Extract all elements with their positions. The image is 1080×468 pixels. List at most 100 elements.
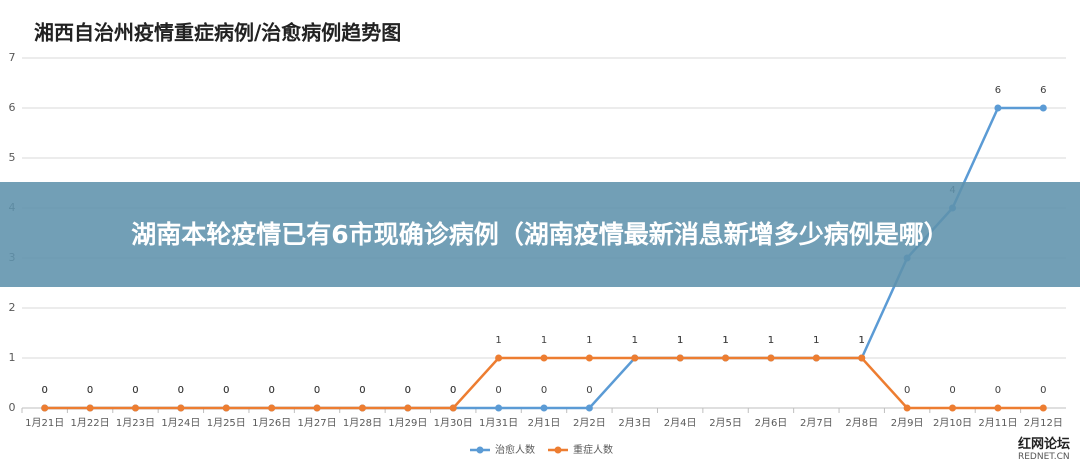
- data-label: 0: [995, 385, 1001, 396]
- x-tick-label: 1月22日: [71, 417, 110, 429]
- data-label: 1: [722, 335, 728, 346]
- data-label: 0: [268, 385, 274, 396]
- data-label: 0: [450, 385, 456, 396]
- y-tick-label: 6: [9, 101, 16, 114]
- data-label: 1: [859, 335, 865, 346]
- data-point: [495, 354, 503, 362]
- data-point: [994, 404, 1002, 412]
- x-tick-label: 2月10日: [933, 417, 972, 429]
- banner: 湖南本轮疫情已有6市现确诊病例（湖南疫情最新消息新增多少病例是哪）: [0, 182, 1080, 287]
- x-tick-label: 2月11日: [978, 417, 1017, 429]
- data-label: 0: [178, 385, 184, 396]
- data-point: [767, 354, 775, 362]
- data-point: [676, 354, 684, 362]
- data-point: [222, 404, 230, 412]
- data-label: 0: [359, 385, 365, 396]
- data-label: 1: [677, 335, 683, 346]
- data-label: 1: [768, 335, 774, 346]
- x-tick-label: 2月6日: [755, 417, 788, 429]
- data-point: [358, 404, 366, 412]
- data-label: 0: [87, 385, 93, 396]
- data-label: 0: [495, 385, 501, 396]
- data-point: [131, 404, 139, 412]
- data-label: 0: [223, 385, 229, 396]
- watermark: 红网论坛 REDNET.CN: [1018, 433, 1070, 462]
- data-label: 0: [405, 385, 411, 396]
- x-tick-label: 1月26日: [252, 417, 291, 429]
- x-tick-label: 2月5日: [709, 417, 742, 429]
- data-point: [540, 404, 548, 412]
- x-tick-label: 1月21日: [25, 417, 64, 429]
- data-label: 0: [178, 385, 184, 396]
- x-tick-label: 2月8日: [845, 417, 878, 429]
- data-point: [177, 404, 185, 412]
- y-tick-label: 0: [9, 401, 16, 414]
- data-point: [949, 404, 957, 412]
- data-label: 0: [132, 385, 138, 396]
- data-point: [41, 404, 49, 412]
- data-point: [585, 404, 593, 412]
- x-tick-label: 2月2日: [573, 417, 606, 429]
- data-label: 0: [314, 385, 320, 396]
- x-tick-label: 2月7日: [800, 417, 833, 429]
- x-tick-label: 2月1日: [528, 417, 561, 429]
- data-point: [585, 354, 593, 362]
- x-tick-label: 2月9日: [891, 417, 924, 429]
- data-label: 0: [450, 385, 456, 396]
- data-point: [313, 404, 321, 412]
- data-point: [812, 354, 820, 362]
- data-label: 6: [1040, 85, 1046, 96]
- data-label: 0: [405, 385, 411, 396]
- data-label: 1: [813, 335, 819, 346]
- data-label: 1: [586, 335, 592, 346]
- x-tick-label: 1月31日: [479, 417, 518, 429]
- data-label: 0: [314, 385, 320, 396]
- legend-marker: [476, 446, 484, 454]
- data-label: 0: [359, 385, 365, 396]
- data-point: [903, 404, 911, 412]
- data-label: 0: [1040, 385, 1046, 396]
- legend-label: 重症人数: [573, 443, 613, 456]
- series-line: [44, 356, 1044, 410]
- data-point: [1039, 404, 1047, 412]
- data-label: 0: [87, 385, 93, 396]
- data-label: 0: [949, 385, 955, 396]
- chart-title: 湘西自治州疫情重症病例/治愈病例趋势图: [34, 21, 401, 45]
- data-label: 1: [859, 335, 865, 346]
- x-tick-label: 1月23日: [116, 417, 155, 429]
- y-tick-label: 2: [9, 301, 16, 314]
- data-label: 0: [586, 385, 592, 396]
- watermark-site: REDNET.CN: [1017, 452, 1070, 462]
- x-tick-label: 1月28日: [343, 417, 382, 429]
- data-label: 1: [768, 335, 774, 346]
- data-label: 0: [42, 385, 48, 396]
- data-label: 1: [722, 335, 728, 346]
- data-label: 1: [813, 335, 819, 346]
- data-label: 0: [132, 385, 138, 396]
- data-label: 0: [541, 385, 547, 396]
- data-point: [994, 104, 1002, 112]
- legend-label: 治愈人数: [495, 443, 535, 456]
- data-label: 1: [677, 335, 683, 346]
- legend-marker: [554, 446, 562, 454]
- data-point: [540, 354, 548, 362]
- data-label: 1: [632, 335, 638, 346]
- data-point: [722, 354, 730, 362]
- x-tick-label: 1月29日: [388, 417, 427, 429]
- data-label: 0: [268, 385, 274, 396]
- data-label: 6: [995, 85, 1001, 96]
- data-point: [268, 404, 276, 412]
- data-label: 1: [632, 335, 638, 346]
- data-label: 0: [223, 385, 229, 396]
- data-point: [404, 404, 412, 412]
- data-label: 1: [541, 335, 547, 346]
- data-point: [495, 404, 503, 412]
- data-point: [449, 404, 457, 412]
- x-tick-label: 1月25日: [207, 417, 246, 429]
- banner-text: 湖南本轮疫情已有6市现确诊病例（湖南疫情最新消息新增多少病例是哪）: [131, 219, 949, 249]
- data-point: [858, 354, 866, 362]
- data-label: 0: [42, 385, 48, 396]
- x-tick-label: 1月27日: [297, 417, 336, 429]
